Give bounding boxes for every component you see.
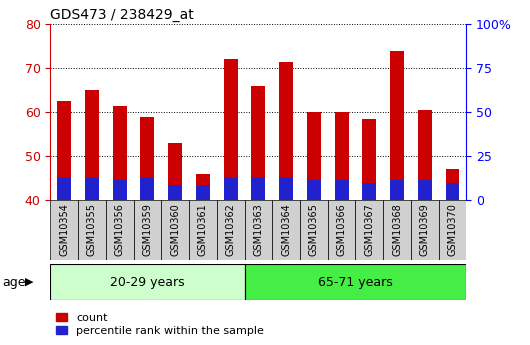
Text: 20-29 years: 20-29 years [110,276,185,288]
Bar [279,178,293,200]
Bar [113,106,127,200]
Bar [113,180,127,200]
Bar [307,112,321,200]
Text: ▶: ▶ [25,277,34,287]
FancyBboxPatch shape [161,200,189,260]
FancyBboxPatch shape [78,200,106,260]
Text: GSM10363: GSM10363 [253,203,263,256]
Bar [307,180,321,200]
Bar [446,169,460,200]
Bar [418,110,432,200]
FancyBboxPatch shape [244,264,466,300]
Bar [85,90,99,200]
Bar [363,119,376,200]
Bar [168,143,182,200]
Bar [85,178,99,200]
Bar [251,178,266,200]
Text: GSM10354: GSM10354 [59,203,69,256]
Bar [446,183,460,200]
Bar [334,180,349,200]
Bar [363,183,376,200]
Text: GSM10361: GSM10361 [198,203,208,256]
Text: GDS473 / 238429_at: GDS473 / 238429_at [50,8,194,22]
FancyBboxPatch shape [328,200,356,260]
Text: GSM10360: GSM10360 [170,203,180,256]
Text: GSM10366: GSM10366 [337,203,347,256]
Text: GSM10369: GSM10369 [420,203,430,256]
Bar [334,112,349,200]
Text: GSM10362: GSM10362 [226,203,236,256]
Bar [390,180,404,200]
Text: GSM10364: GSM10364 [281,203,291,256]
Text: age: age [3,276,26,288]
Bar [140,178,154,200]
Legend: count, percentile rank within the sample: count, percentile rank within the sample [56,313,264,336]
FancyBboxPatch shape [300,200,328,260]
Text: GSM10355: GSM10355 [87,203,97,256]
Text: GSM10367: GSM10367 [364,203,374,256]
Text: GSM10356: GSM10356 [114,203,125,256]
Bar [57,101,71,200]
FancyBboxPatch shape [106,200,134,260]
FancyBboxPatch shape [356,200,383,260]
Bar [224,178,237,200]
Bar [390,51,404,200]
Bar [224,59,237,200]
FancyBboxPatch shape [134,200,161,260]
Bar [168,185,182,200]
FancyBboxPatch shape [217,200,244,260]
FancyBboxPatch shape [50,264,244,300]
Bar [196,174,210,200]
Text: GSM10359: GSM10359 [143,203,153,256]
Bar [140,117,154,200]
Text: GSM10365: GSM10365 [309,203,319,256]
Text: 65-71 years: 65-71 years [318,276,393,288]
Bar [418,180,432,200]
Text: GSM10370: GSM10370 [447,203,457,256]
Bar [57,178,71,200]
Bar [196,185,210,200]
Bar [251,86,266,200]
Bar [279,61,293,200]
FancyBboxPatch shape [189,200,217,260]
FancyBboxPatch shape [50,200,78,260]
FancyBboxPatch shape [272,200,300,260]
Text: GSM10368: GSM10368 [392,203,402,256]
FancyBboxPatch shape [411,200,439,260]
FancyBboxPatch shape [244,200,272,260]
FancyBboxPatch shape [383,200,411,260]
FancyBboxPatch shape [439,200,466,260]
